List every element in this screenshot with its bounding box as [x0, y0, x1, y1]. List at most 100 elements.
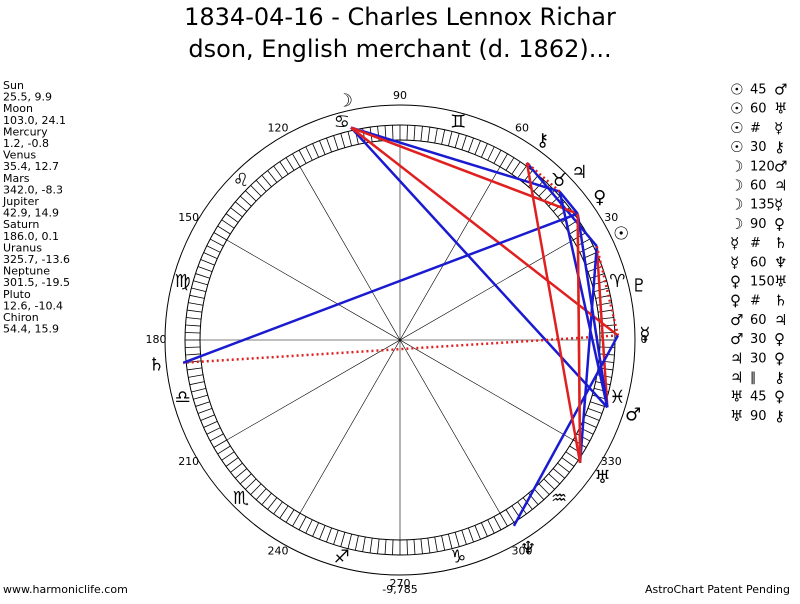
ring-hatch: [285, 509, 295, 523]
aspect-angle: 90: [750, 409, 767, 424]
ring-hatch: [447, 533, 453, 549]
ring-hatch: [362, 536, 366, 552]
ring-hatch: [188, 374, 204, 378]
planet-coords: 25.5, 9.9: [3, 91, 52, 104]
ring-hatch: [427, 537, 431, 553]
ring-hatch: [480, 143, 488, 158]
ring-hatch: [493, 149, 502, 164]
aspect-line: [576, 213, 582, 463]
aspect-angle: 135: [750, 198, 775, 213]
ring-hatch: [255, 179, 267, 192]
ring-hatch: [239, 195, 252, 207]
ring-hatch: [474, 525, 481, 540]
aspect-angle: 60: [750, 179, 767, 194]
sign-glyph: ♊: [450, 112, 466, 133]
planet-glyph: ♀: [593, 187, 606, 208]
ring-hatch: [565, 451, 579, 461]
aspect-line: [595, 245, 620, 336]
aspect-angle: 60: [750, 255, 767, 270]
aspect-line: [595, 246, 609, 408]
ring-hatch: [267, 170, 278, 183]
ring-hatch: [193, 394, 208, 400]
aspect-planet: ⚷: [774, 407, 785, 425]
aspect-angle: #: [750, 294, 761, 309]
aspect-line: [558, 190, 579, 215]
degree-label: 330: [601, 455, 622, 468]
planet-coords: 103.0, 24.1: [3, 114, 66, 127]
ring-hatch: [474, 140, 481, 155]
ring-hatch: [406, 125, 408, 141]
planet-glyph: ♆: [520, 538, 536, 559]
ring-hatch: [369, 537, 373, 553]
ring-hatch: [195, 401, 210, 407]
ring-hatch: [461, 530, 467, 545]
aspect-planet: ♀: [774, 330, 785, 348]
ring-hatch: [250, 185, 262, 197]
aspect-planet: ☿: [730, 234, 739, 252]
aspect-angle: 45: [750, 390, 767, 405]
ring-hatch: [454, 133, 460, 148]
ring-hatch: [319, 140, 326, 155]
ring-hatch: [333, 530, 339, 545]
ring-hatch: [468, 137, 474, 153]
aspect-planet: ♀: [774, 215, 785, 233]
ring-hatch: [434, 536, 438, 552]
ring-hatch: [441, 129, 446, 145]
ring-hatch: [209, 238, 224, 247]
ring-hatch: [552, 468, 565, 479]
ring-hatch: [273, 501, 283, 515]
ring-hatch: [189, 381, 205, 386]
ring-hatch: [261, 175, 272, 188]
sign-glyph: ♌: [233, 170, 249, 191]
ring-hatch: [285, 157, 295, 171]
ring-hatch: [522, 497, 533, 510]
planet-coords: 301.5, -19.5: [3, 276, 70, 289]
aspect-line: [576, 213, 609, 408]
aspect-planet: ♆: [774, 253, 787, 271]
aspect-planet: ♃: [774, 177, 787, 195]
aspect-planet: ☉: [730, 81, 743, 99]
spoke: [226, 239, 574, 441]
ring-hatch: [191, 287, 207, 293]
degree-label: 240: [268, 544, 289, 557]
ring-hatch: [354, 535, 359, 551]
planet-name: Sun: [3, 79, 24, 92]
ring-hatch: [413, 125, 416, 141]
aspect-line: [350, 126, 579, 215]
planet-name: Uranus: [3, 241, 42, 254]
ring-hatch: [245, 478, 257, 490]
ring-hatch: [548, 473, 561, 485]
aspect-planet: ♀: [730, 273, 741, 291]
ring-hatch: [221, 451, 235, 461]
degree-label: 30: [604, 211, 618, 224]
ring-hatch: [543, 478, 555, 490]
aspect-planet: ♂: [774, 81, 787, 99]
aspect-line: [578, 246, 599, 463]
aspect-line: [350, 126, 609, 409]
sign-glyph: ♑: [450, 546, 466, 567]
ring-hatch: [185, 353, 201, 356]
aspect-planet: ♅: [774, 273, 787, 291]
footer-right: AstroChart Patent Pending: [645, 583, 790, 596]
planet-glyph: ☿: [639, 324, 650, 345]
ring-hatch: [511, 161, 521, 175]
planet-name: Moon: [3, 102, 33, 115]
ring-hatch: [326, 527, 332, 543]
planet-glyph: ♃: [571, 162, 587, 183]
aspect-planet: ☿: [730, 253, 739, 271]
ring-hatch: [533, 488, 545, 501]
title-line: 1834-04-16 - Charles Lennox Richar: [184, 3, 616, 31]
ring-hatch: [557, 462, 570, 473]
aspect-planet: ⚷: [774, 369, 785, 387]
aspect-planet: ☉: [730, 119, 743, 137]
ring-hatch: [434, 128, 438, 144]
footer-left: www.harmoniclife.com: [3, 583, 128, 596]
aspect-angle: #: [750, 236, 761, 251]
ring-hatch: [185, 332, 201, 334]
ring-hatch: [392, 125, 394, 141]
sign-glyph: ♐: [334, 546, 350, 567]
ring-hatch: [384, 539, 387, 555]
sign-glyph: ♉: [551, 170, 567, 191]
ring-hatch: [273, 165, 283, 179]
